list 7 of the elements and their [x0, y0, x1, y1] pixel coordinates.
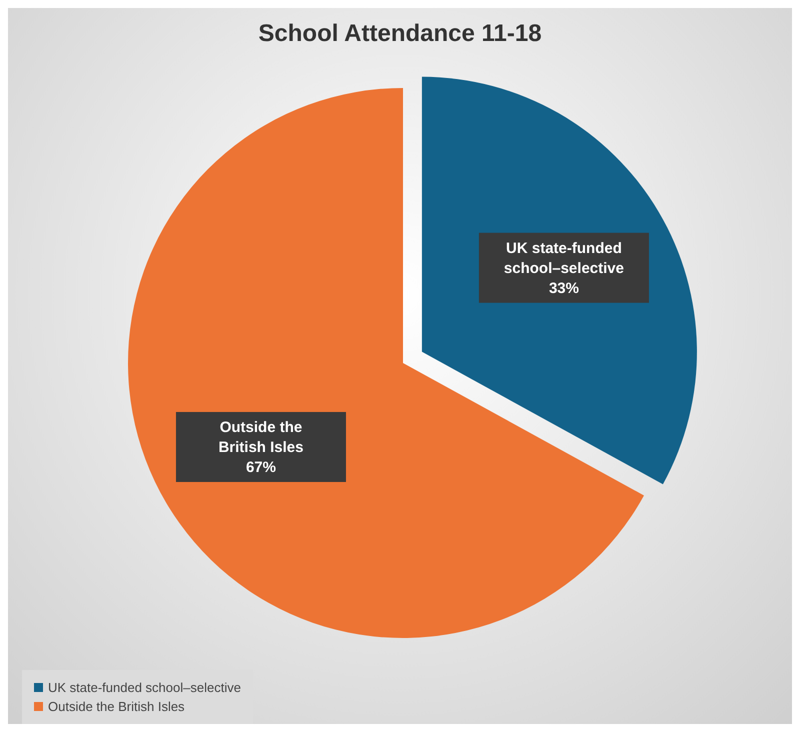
legend-label: UK state-funded school–selective: [48, 680, 241, 695]
data-label: 33%: [548, 280, 579, 297]
chart-title: School Attendance 11-18: [257, 20, 543, 48]
slice-label: UK state-funded school–selective: [504, 240, 624, 277]
data-label: 67%: [246, 458, 276, 476]
legend-label: Outside the British Isles: [48, 699, 185, 714]
slice-label: Outside the British Isles: [218, 418, 304, 456]
